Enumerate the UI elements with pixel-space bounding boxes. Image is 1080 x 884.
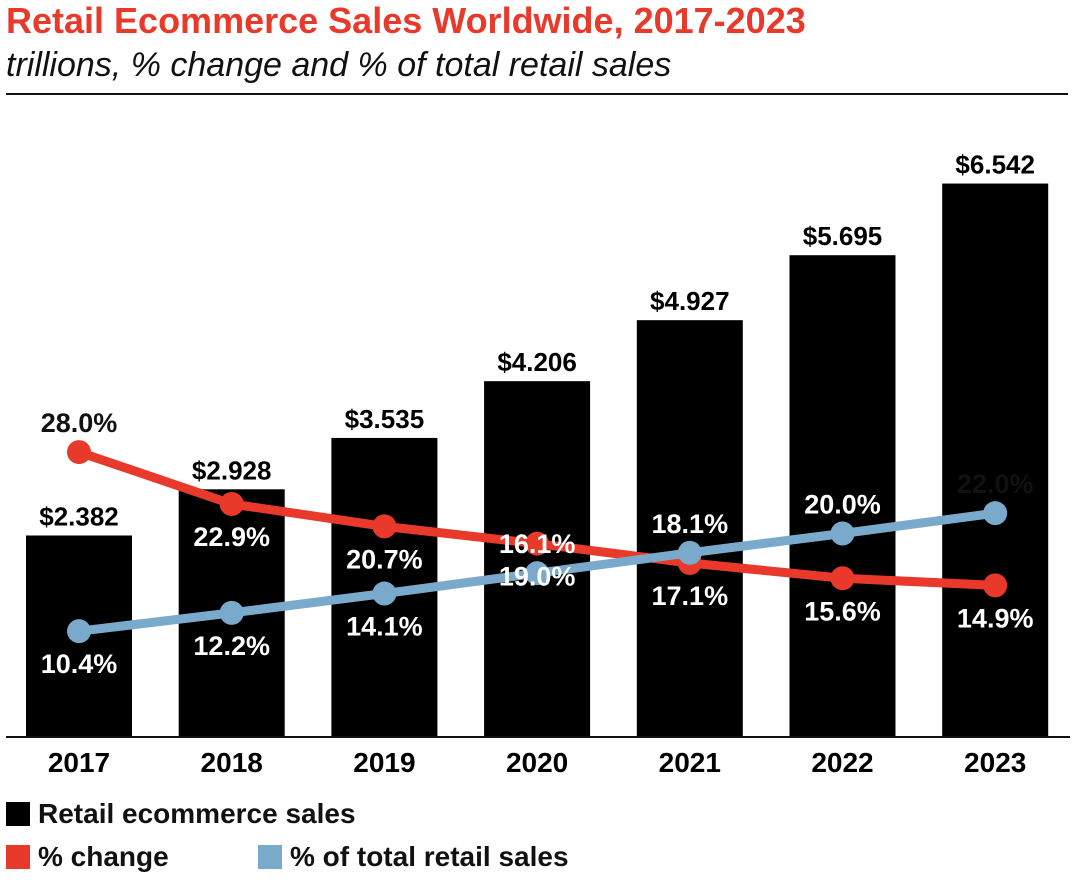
share-label-2021: 18.1% [652,509,729,539]
legend-item-change: % change [6,841,169,873]
share-point-2017 [67,619,91,644]
share-label-2018: 12.2% [193,631,270,661]
bar-2021 [636,320,743,737]
x-tick-label-2019: 2019 [353,747,415,778]
share-label-2022: 20.0% [804,490,881,520]
change-point-2022 [830,566,855,591]
change-point-2017 [67,440,91,465]
bar-value-label-2017: $2.382 [39,501,119,531]
x-tick-label-2021: 2021 [659,747,721,778]
change-label-2023: 14.9% [957,603,1034,633]
legend-label-sales: Retail ecommerce sales [38,798,356,829]
change-label-2021: 17.1% [652,581,729,611]
change-point-2019 [372,514,397,539]
x-tick-label-2022: 2022 [811,747,873,778]
x-tick-label-2018: 2018 [201,747,263,778]
legend-swatch-change [6,845,30,869]
legend-swatch-sales [6,802,30,826]
bar-value-label-2023: $6.542 [955,150,1035,180]
change-label-2022: 15.6% [804,596,881,626]
share-label-2019: 14.1% [346,612,423,642]
chart-subtitle: trillions, % change and % of total retai… [6,46,672,84]
share-label-2017: 10.4% [41,649,118,679]
bar-value-label-2021: $4.927 [650,286,730,316]
legend-swatch-share [258,845,282,869]
share-point-2022 [830,521,855,546]
bar-2022 [789,255,896,737]
title-divider [6,93,1068,95]
chart-title: Retail Ecommerce Sales Worldwide, 2017-2… [6,0,806,41]
bar-value-label-2020: $4.206 [497,347,577,377]
change-label-2017: 28.0% [41,408,118,438]
share-point-2018 [219,600,244,625]
bar-value-label-2019: $3.535 [345,404,425,434]
change-point-2023 [983,573,1008,598]
legend-item-sales: Retail ecommerce sales [6,798,356,830]
legend-label-share: % of total retail sales [290,841,569,872]
bar-2023 [942,183,1049,737]
legend-item-share: % of total retail sales [258,841,569,873]
change-label-2018: 22.9% [193,522,270,552]
share-label-2020: 16.1% [499,529,576,559]
x-tick-label-2023: 2023 [964,747,1026,778]
share-label-2023: 22.0% [957,469,1034,499]
bar-value-label-2022: $5.695 [803,221,883,251]
bar-value-label-2018: $2.928 [192,455,272,485]
x-tick-label-2020: 2020 [506,747,568,778]
share-point-2023 [983,501,1008,526]
change-label-2020: 19.0% [499,562,576,592]
share-point-2019 [372,581,397,606]
change-point-2020 [525,531,550,556]
x-tick-label-2017: 2017 [48,747,110,778]
share-point-2021 [677,540,702,565]
change-point-2018 [219,491,244,516]
change-label-2019: 20.7% [346,544,423,574]
legend-label-change: % change [38,841,169,872]
share-point-2020 [525,561,550,586]
bar-2020 [484,381,591,737]
